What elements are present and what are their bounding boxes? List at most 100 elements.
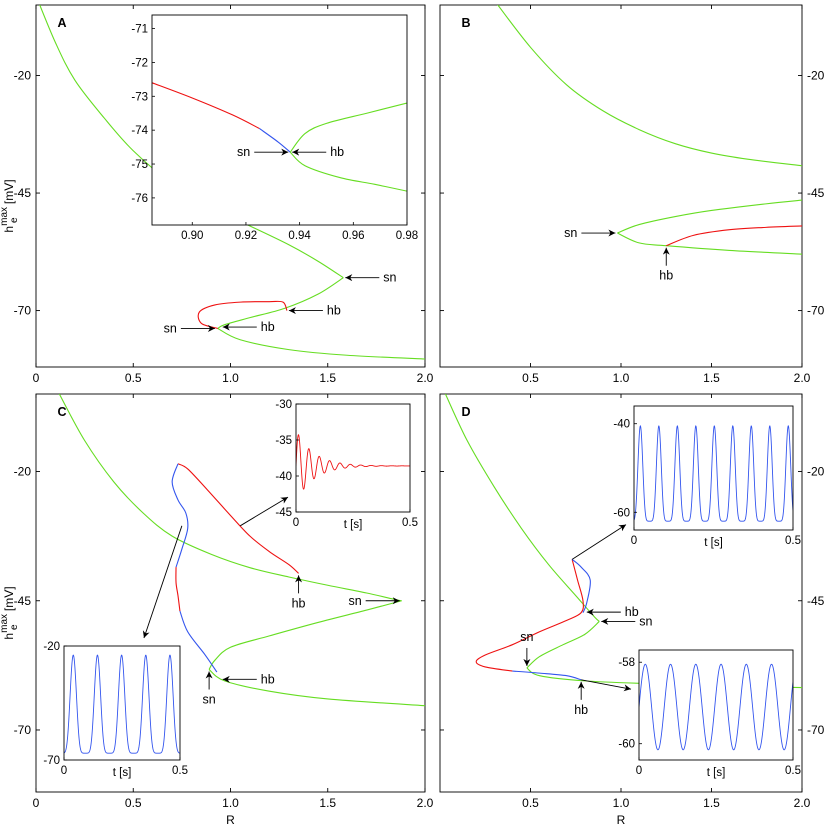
annotation-label: hb bbox=[625, 605, 639, 619]
x-tick-label: 1.5 bbox=[319, 796, 336, 810]
inset-y-tick-label: -74 bbox=[131, 125, 148, 137]
y-tick-label: -70 bbox=[14, 723, 32, 737]
x-tick-label: 1.5 bbox=[319, 371, 336, 385]
inset-annotation-label: sn bbox=[237, 145, 250, 159]
inset-A-inset-series-stable-upper bbox=[289, 102, 407, 153]
panel-C-series-cycle-periodic-left bbox=[171, 463, 189, 568]
y-tick-label: -70 bbox=[14, 304, 32, 318]
inset-x-tick-label: 0.96 bbox=[342, 230, 364, 242]
panel-B-series-equilibrium-middle bbox=[617, 199, 802, 234]
y-tick-label: -45 bbox=[807, 186, 825, 200]
y-tick-label: -20 bbox=[807, 465, 825, 479]
panel-A: 0 0.5 1.0 1.5 2.0 -20 -45 -70 Asn hb sn hb hmaxe [mV… bbox=[0, 4, 434, 385]
y-tick-label: -20 bbox=[14, 69, 32, 83]
y-tick-label: -70 bbox=[807, 304, 825, 318]
panel-C-series-cycle-unstable-mid bbox=[175, 567, 181, 612]
y-axis-label-unit: [mV] bbox=[2, 179, 16, 207]
panel-D-series-cycle-periodic-upper bbox=[571, 558, 591, 613]
panel-title: A bbox=[57, 16, 66, 30]
panel-D-series-cycle-periodic-lower bbox=[512, 670, 582, 681]
y-tick-label: -45 bbox=[14, 186, 32, 200]
inset-C-inset-2-series-relaxation-oscillation bbox=[64, 654, 180, 754]
inset-y-tick-label: -35 bbox=[275, 435, 292, 447]
inset-x-axis-label: t [s] bbox=[344, 519, 363, 531]
panel-D-series-equilibrium-middle bbox=[526, 621, 600, 669]
inset-background bbox=[634, 406, 793, 530]
x-tick-label: 1.0 bbox=[613, 796, 630, 810]
inset-y-tick-label: -60 bbox=[618, 739, 635, 751]
x-axis-label: R bbox=[617, 813, 626, 827]
inset-A-inset: 0.90 0.92 0.94 0.96 0.98 -71 -72 -73 -74 -75 -76 sn… bbox=[131, 14, 418, 242]
annotation-label: sn bbox=[348, 594, 361, 608]
panel-title: B bbox=[461, 16, 470, 30]
x-tick-label: 0.5 bbox=[522, 796, 539, 810]
inset-y-tick-label: -58 bbox=[618, 657, 635, 669]
inset-y-tick-label: -76 bbox=[131, 193, 148, 205]
x-tick-label: 2.0 bbox=[417, 796, 434, 810]
y-tick-label: -20 bbox=[14, 465, 32, 479]
x-tick-label: 1.0 bbox=[222, 796, 239, 810]
panel-C-series-cycle-unstable-right bbox=[177, 463, 299, 574]
panel-B-frame bbox=[439, 4, 803, 368]
inset-x-tick-label: 0.98 bbox=[396, 230, 418, 242]
inset-A-inset-series-stable-lower bbox=[289, 151, 407, 192]
x-tick-label: 0.5 bbox=[125, 796, 142, 810]
panel-B-series-equilibrium-lower bbox=[617, 232, 802, 255]
inset-pointer-arrow bbox=[239, 496, 289, 527]
inset-y-tick-label: -75 bbox=[131, 159, 148, 171]
inset-C-inset-1-frame bbox=[295, 403, 411, 513]
inset-y-tick-label: -40 bbox=[275, 471, 292, 483]
y-axis-label-sup: max bbox=[0, 614, 10, 633]
inset-background bbox=[152, 15, 407, 225]
inset-y-tick-label: -60 bbox=[613, 507, 630, 519]
y-axis-label-main: h bbox=[2, 226, 16, 233]
inset-y-tick-label: -72 bbox=[131, 57, 148, 69]
annotation-label: sn bbox=[164, 321, 177, 335]
inset-x-tick-label: 0 bbox=[61, 765, 67, 777]
x-tick-label: 1.5 bbox=[703, 371, 720, 385]
panel-A-series-equilibrium-lower bbox=[217, 327, 425, 360]
annotation-label: hb bbox=[292, 596, 306, 610]
panel-B-series-equilibrium-upper bbox=[497, 5, 802, 167]
inset-y-tick-label: -30 bbox=[275, 399, 292, 411]
annotation-label: hb bbox=[659, 269, 673, 283]
inset-pointer-arrow bbox=[571, 524, 627, 560]
y-tick-label: -70 bbox=[807, 723, 825, 737]
inset-D-inset-1-frame bbox=[633, 405, 794, 531]
inset-pointer-arrow bbox=[142, 525, 183, 639]
panel-title: D bbox=[461, 405, 470, 419]
inset-background bbox=[64, 646, 180, 760]
x-tick-label: 0.5 bbox=[125, 371, 142, 385]
inset-D-inset-2: 0 0.5 -58 -60 t [s] bbox=[581, 649, 801, 779]
x-tick-label: 1.0 bbox=[613, 371, 630, 385]
inset-C-inset-2-frame bbox=[63, 645, 181, 761]
x-tick-label: 1.5 bbox=[703, 796, 720, 810]
x-tick-label: 2.0 bbox=[417, 371, 434, 385]
inset-D-inset-2-series-periodic-lower bbox=[639, 663, 793, 751]
y-axis-label-sub: e bbox=[9, 217, 20, 223]
y-tick-label: -20 bbox=[807, 69, 825, 83]
inset-y-tick-label: -45 bbox=[275, 507, 292, 519]
inset-y-tick-label: -73 bbox=[131, 91, 148, 103]
annotation-label: sn bbox=[639, 614, 652, 628]
annotation-label: sn bbox=[520, 630, 533, 644]
panel-D-series-equilibrium-upper bbox=[444, 394, 600, 622]
inset-x-tick-label: 0.5 bbox=[785, 535, 801, 547]
y-axis-label-main: h bbox=[2, 633, 16, 640]
inset-y-tick-label: -70 bbox=[43, 755, 60, 767]
inset-x-tick-label: 0.5 bbox=[785, 765, 801, 777]
panel-B: 0.5 1.0 1.5 2.0 -20 -45 -70 Bsn hb bbox=[439, 4, 825, 385]
annotation-label: hb bbox=[574, 703, 588, 717]
panel-C-series-cycle-periodic-lower bbox=[179, 610, 218, 673]
y-axis-label: hmaxe [mV] bbox=[0, 586, 20, 639]
y-axis-label-sub: e bbox=[9, 624, 20, 630]
inset-background bbox=[296, 404, 410, 512]
panel-B-series-limit-cycle bbox=[666, 225, 802, 247]
inset-D-inset-1-series-periodic-upper bbox=[634, 424, 793, 522]
y-axis-label: hmaxe [mV] bbox=[0, 179, 20, 232]
inset-x-axis-label: t [s] bbox=[707, 767, 726, 779]
panel-A-series-limit-cycle bbox=[197, 300, 288, 329]
x-tick-label: 0.5 bbox=[522, 371, 539, 385]
